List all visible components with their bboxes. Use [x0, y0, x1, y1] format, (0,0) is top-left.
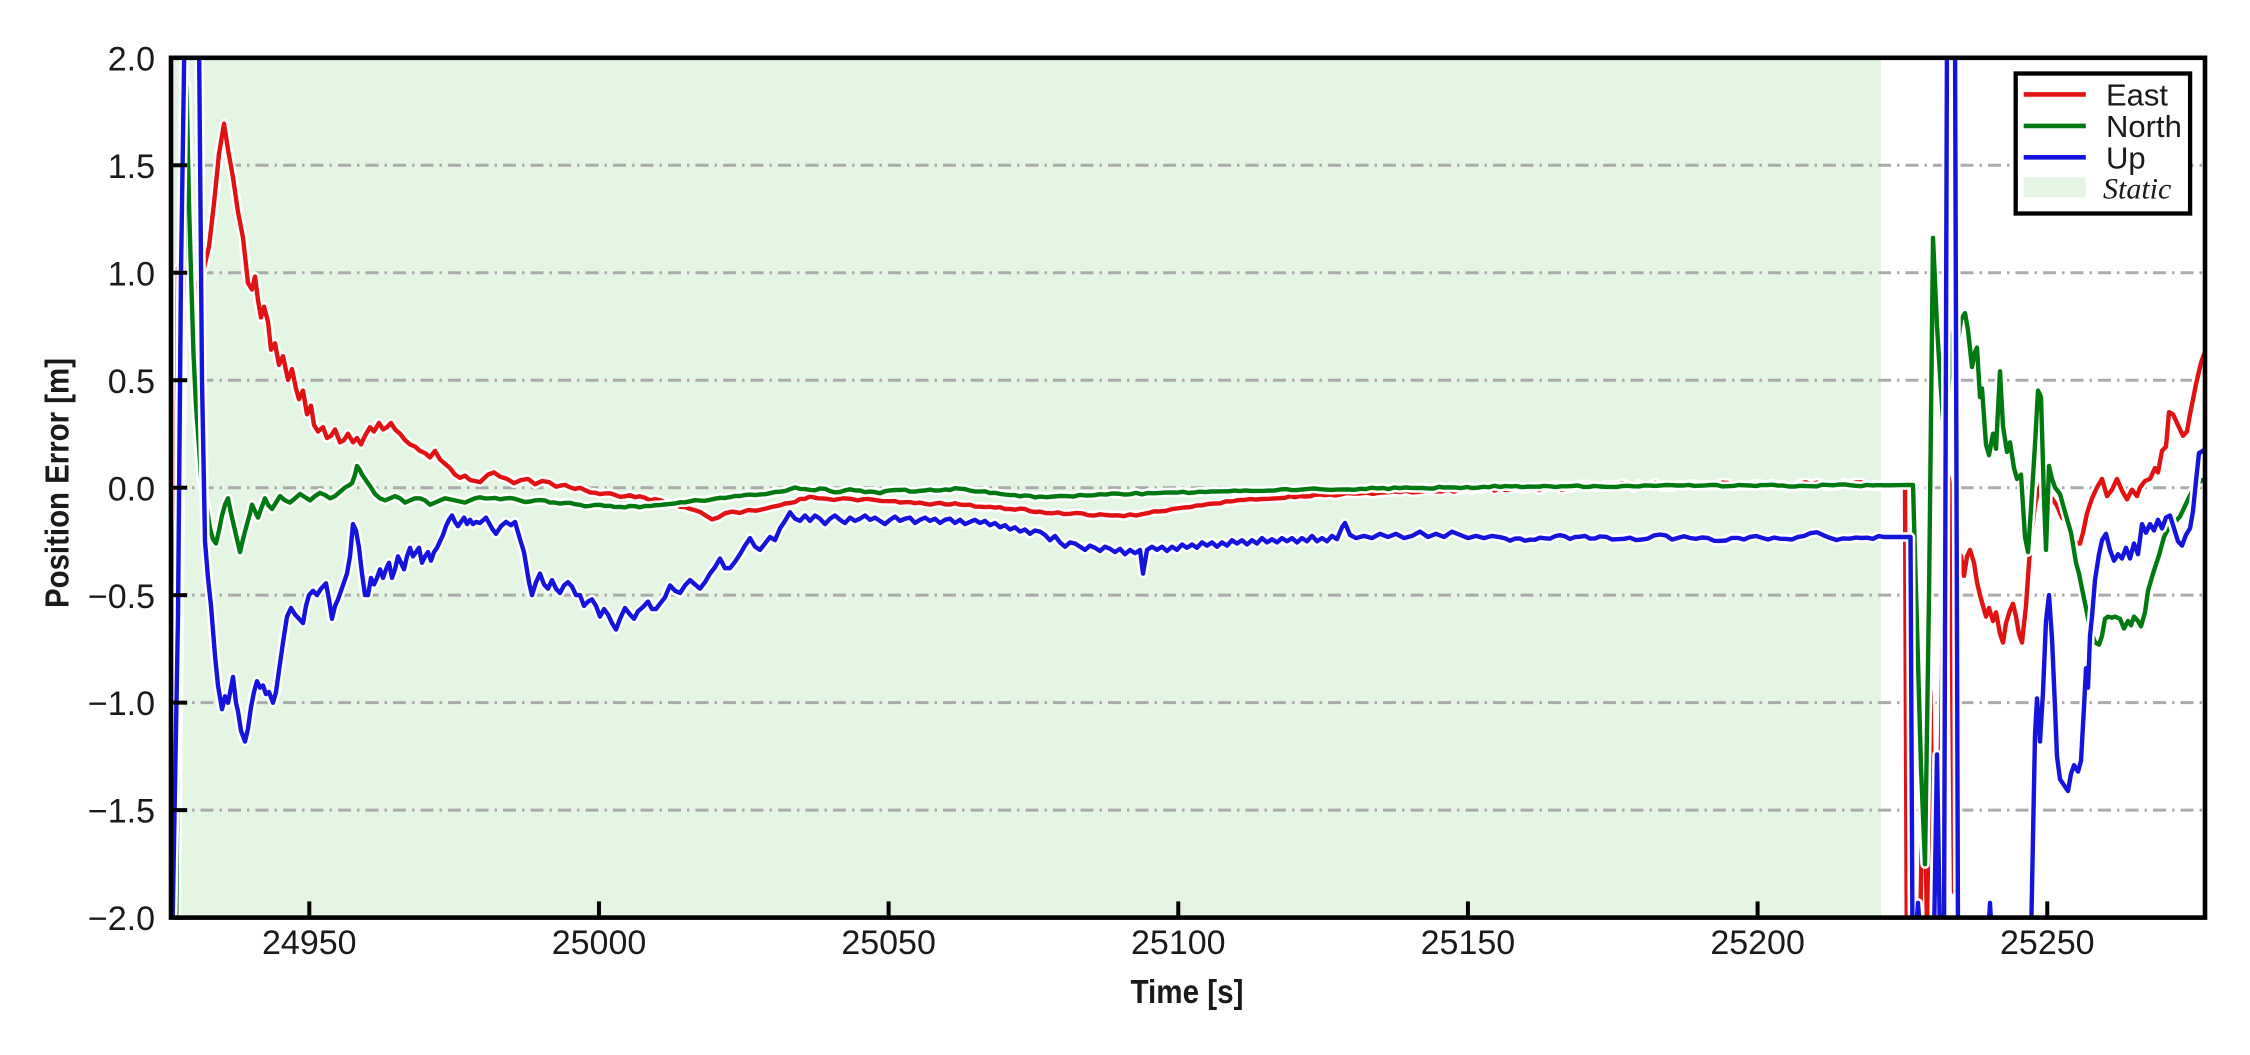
- svg-text:−0.5: −0.5: [88, 578, 155, 616]
- svg-text:25250: 25250: [2000, 924, 2095, 962]
- svg-text:25050: 25050: [841, 924, 936, 962]
- svg-text:−1.0: −1.0: [88, 685, 155, 723]
- svg-text:1.5: 1.5: [108, 148, 155, 186]
- svg-text:24950: 24950: [262, 924, 357, 962]
- svg-text:25200: 25200: [1710, 924, 1805, 962]
- svg-text:Up: Up: [2106, 141, 2146, 176]
- svg-text:North: North: [2106, 109, 2182, 144]
- svg-text:25100: 25100: [1131, 924, 1226, 962]
- svg-text:25000: 25000: [552, 924, 647, 962]
- svg-text:−1.5: −1.5: [88, 793, 155, 831]
- svg-text:2.0: 2.0: [108, 40, 155, 78]
- svg-text:Position Error [m]: Position Error [m]: [39, 358, 76, 608]
- svg-text:0.5: 0.5: [108, 363, 155, 401]
- svg-text:−2.0: −2.0: [88, 900, 155, 938]
- svg-text:1.0: 1.0: [108, 255, 155, 293]
- svg-text:0.0: 0.0: [108, 470, 155, 508]
- svg-text:East: East: [2106, 78, 2168, 113]
- svg-text:25150: 25150: [1421, 924, 1516, 962]
- svg-text:Static: Static: [2103, 173, 2171, 206]
- svg-text:Time [s]: Time [s]: [1131, 973, 1244, 1010]
